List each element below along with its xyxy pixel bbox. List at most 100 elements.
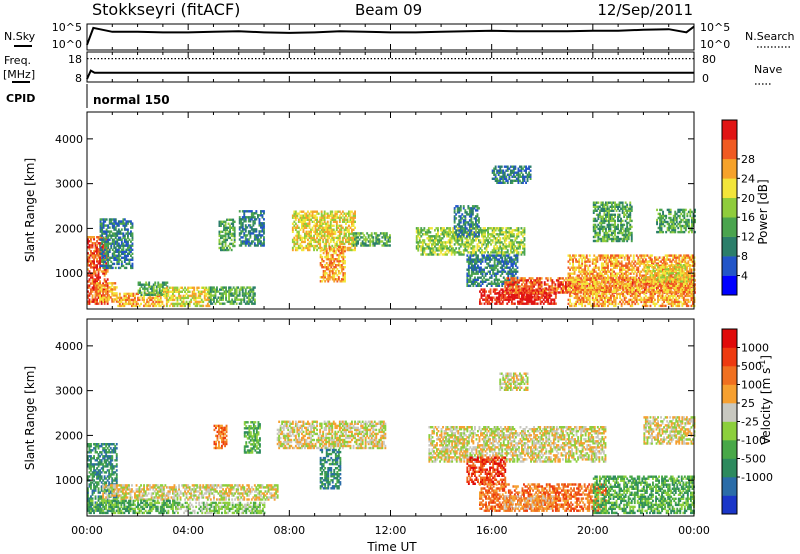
data-cell <box>504 285 507 288</box>
data-cell <box>249 230 252 233</box>
data-cell <box>247 218 250 221</box>
data-cell <box>108 242 111 245</box>
data-cell <box>517 253 520 256</box>
data-cell <box>591 258 594 261</box>
data-cell <box>351 240 353 244</box>
data-cell <box>99 298 101 301</box>
data-cell <box>628 287 631 290</box>
data-cell <box>148 285 151 288</box>
data-cell <box>316 216 318 219</box>
data-cell <box>226 300 229 303</box>
data-cell <box>113 220 116 223</box>
data-cell <box>331 262 334 265</box>
data-cell <box>114 222 117 225</box>
data-cell <box>421 233 424 236</box>
data-cell <box>529 298 531 301</box>
data-cell <box>456 209 459 212</box>
data-cell <box>593 274 596 277</box>
data-cell <box>581 286 584 289</box>
data-cell <box>90 260 92 263</box>
data-cell <box>317 220 320 223</box>
data-cell <box>96 260 98 263</box>
data-cell <box>103 298 106 301</box>
data-cell <box>596 274 599 277</box>
data-cell <box>594 264 597 267</box>
data-cell <box>545 300 548 303</box>
data-cell <box>492 264 495 267</box>
data-cell <box>506 227 509 230</box>
data-cell <box>569 300 571 304</box>
data-cell <box>193 292 196 296</box>
data-cell <box>106 292 109 295</box>
data-cell <box>686 287 689 290</box>
data-cell <box>513 291 516 294</box>
data-cell <box>521 294 523 297</box>
data-cell <box>528 291 531 294</box>
data-cell <box>597 274 600 277</box>
data-cell <box>223 228 225 231</box>
data-cell <box>490 266 493 269</box>
data-cell <box>567 266 570 269</box>
data-cell <box>101 256 104 259</box>
data-cell <box>477 272 479 275</box>
data-cell <box>452 237 455 240</box>
data-cell <box>209 300 212 303</box>
data-cell <box>593 266 596 269</box>
data-cell <box>449 249 452 252</box>
data-cell <box>519 245 521 248</box>
data-cell <box>87 290 89 293</box>
data-cell <box>582 294 585 298</box>
data-cell <box>261 224 264 227</box>
data-cell <box>340 240 343 244</box>
data-cell <box>173 302 176 306</box>
data-cell <box>97 288 100 291</box>
data-cell <box>340 245 343 249</box>
data-cell <box>238 302 241 305</box>
data-cell <box>534 283 537 286</box>
data-cell <box>429 237 432 240</box>
data-cell <box>320 212 323 215</box>
data-cell <box>120 252 123 255</box>
data-cell <box>88 270 91 273</box>
data-cell <box>505 266 508 269</box>
data-cell <box>344 266 346 269</box>
data-cell <box>258 222 261 225</box>
data-cell <box>340 228 343 231</box>
data-cell <box>304 236 306 240</box>
data-cell <box>604 290 606 293</box>
data-cell <box>145 283 148 286</box>
data-cell <box>139 289 141 292</box>
data-cell <box>364 240 367 243</box>
data-cell <box>485 247 488 250</box>
data-cell <box>330 264 333 267</box>
data-cell <box>106 288 109 291</box>
data-cell <box>199 294 202 298</box>
data-cell <box>111 266 114 270</box>
data-cell <box>522 279 525 282</box>
data-cell <box>449 241 452 244</box>
data-cell <box>600 268 603 271</box>
data-cell <box>522 229 524 232</box>
data-cell <box>490 243 492 246</box>
data-cell <box>520 239 523 242</box>
data-cell <box>476 235 479 238</box>
data-cell <box>320 210 323 213</box>
data-cell <box>462 231 465 234</box>
data-cell <box>152 289 155 292</box>
data-cell <box>373 232 376 235</box>
data-cell <box>581 268 584 271</box>
data-cell <box>119 230 122 233</box>
data-cell <box>417 249 420 252</box>
data-cell <box>111 248 114 251</box>
data-cell <box>508 256 511 259</box>
data-cell <box>99 252 102 255</box>
data-cell <box>232 302 235 305</box>
data-cell <box>328 245 331 249</box>
data-cell <box>152 293 155 296</box>
data-cell <box>94 256 97 259</box>
data-cell <box>296 240 299 244</box>
data-cell <box>459 229 462 232</box>
data-cell <box>480 280 482 283</box>
data-cell <box>450 235 453 238</box>
data-cell <box>263 240 265 243</box>
